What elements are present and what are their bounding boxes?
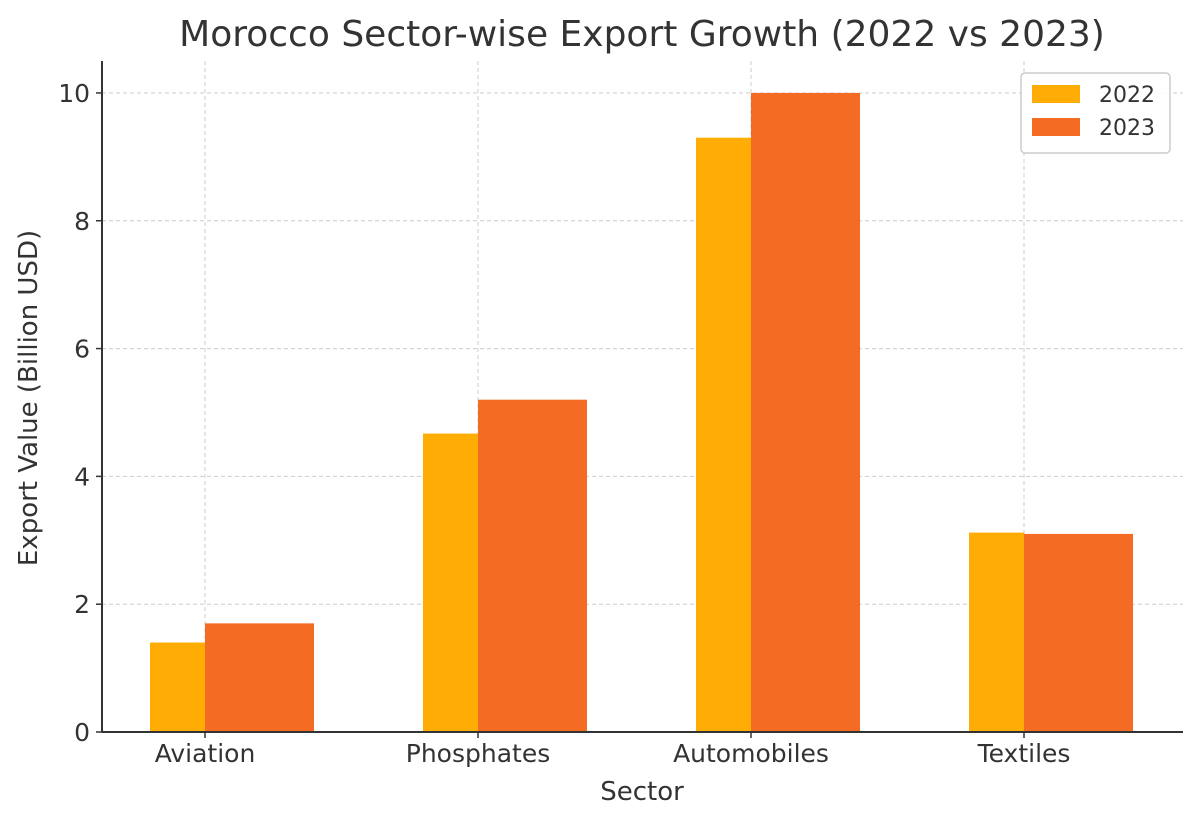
legend: 2022 2023 <box>1020 72 1171 154</box>
grid-lines <box>102 61 1183 732</box>
bar-2023-textiles <box>1024 533 1133 732</box>
bar-2023-automobiles <box>751 92 860 732</box>
bars <box>150 92 1133 732</box>
y-tick-label: 0 <box>74 718 90 747</box>
bar-2023-aviation <box>205 623 314 732</box>
x-tick-label: Aviation <box>155 739 256 768</box>
x-tick-label: Phosphates <box>406 739 550 768</box>
y-tick-label: 4 <box>74 462 90 491</box>
y-tick-label: 8 <box>74 207 90 236</box>
legend-label-2022: 2022 <box>1099 83 1155 108</box>
legend-swatch-2023 <box>1032 118 1080 136</box>
bar-2022-phosphates <box>423 433 478 732</box>
bar-2023-phosphates <box>478 399 587 732</box>
y-tick-label: 2 <box>74 590 90 619</box>
y-tick-label: 6 <box>74 335 90 364</box>
bar-2022-automobiles <box>696 137 751 732</box>
y-tick-label: 10 <box>58 79 90 108</box>
x-axis-label: Sector <box>600 777 684 807</box>
legend-label-2023: 2023 <box>1099 116 1155 141</box>
x-tick-label: Textiles <box>977 739 1071 768</box>
chart-title: Morocco Sector-wise Export Growth (2022 … <box>179 14 1105 55</box>
legend-swatch-2022 <box>1032 85 1080 103</box>
x-tick-label: Automobiles <box>673 739 829 768</box>
bar-2022-textiles <box>969 532 1024 732</box>
bar-2022-aviation <box>150 642 205 732</box>
axes <box>101 61 1183 733</box>
tick-labels: 0 2 4 6 8 10 Aviation Phosphates Automobiles Text… <box>58 79 1070 768</box>
y-axis-label: Export Value (Billion USD) <box>14 230 44 566</box>
